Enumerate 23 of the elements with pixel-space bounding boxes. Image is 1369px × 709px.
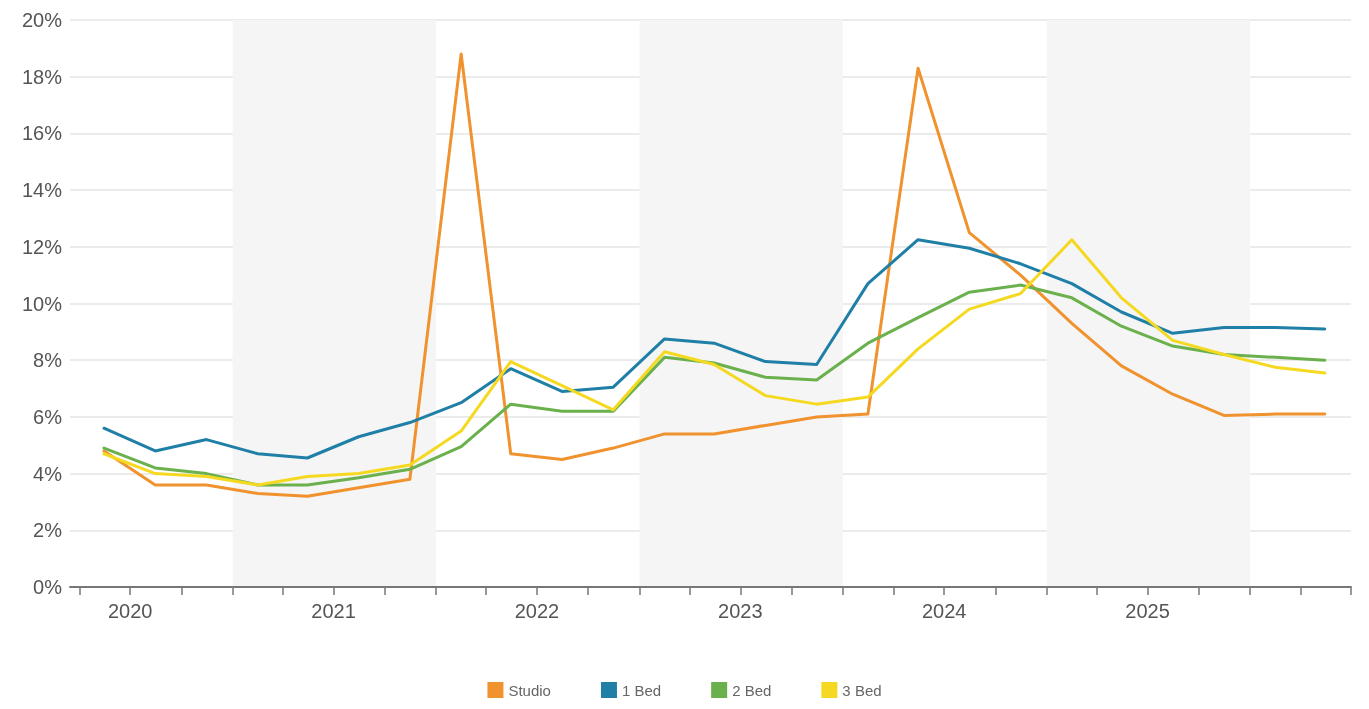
legend-label: 3 Bed <box>842 681 882 699</box>
y-tick-label: 6% <box>33 405 63 428</box>
x-tick-label: 2025 <box>1125 600 1170 622</box>
y-tick-label: 18% <box>21 65 63 88</box>
y-tick-label: 2% <box>33 519 63 542</box>
x-tick-label: 2020 <box>107 600 153 622</box>
y-tick-label: 4% <box>33 462 63 485</box>
legend-label: Studio <box>508 681 551 699</box>
line-series <box>102 283 1327 487</box>
legend-label: 2 Bed <box>732 681 772 699</box>
x-tick-label: 2024 <box>921 600 967 622</box>
y-tick-label: 10% <box>21 292 63 315</box>
y-tick-label: 8% <box>33 349 63 372</box>
y-tick-label: 12% <box>21 235 63 258</box>
legend-label: 1 Bed <box>621 681 662 699</box>
x-tick-label: 2022 <box>514 600 560 622</box>
y-tick-label: 0% <box>33 576 63 598</box>
x-tick-label: 2021 <box>311 600 356 622</box>
y-tick-label: 20% <box>21 9 63 31</box>
line-series <box>102 52 1327 498</box>
x-tick-label: 2023 <box>718 600 763 622</box>
y-tick-label: 14% <box>21 179 63 202</box>
y-tick-label: 16% <box>21 122 63 145</box>
